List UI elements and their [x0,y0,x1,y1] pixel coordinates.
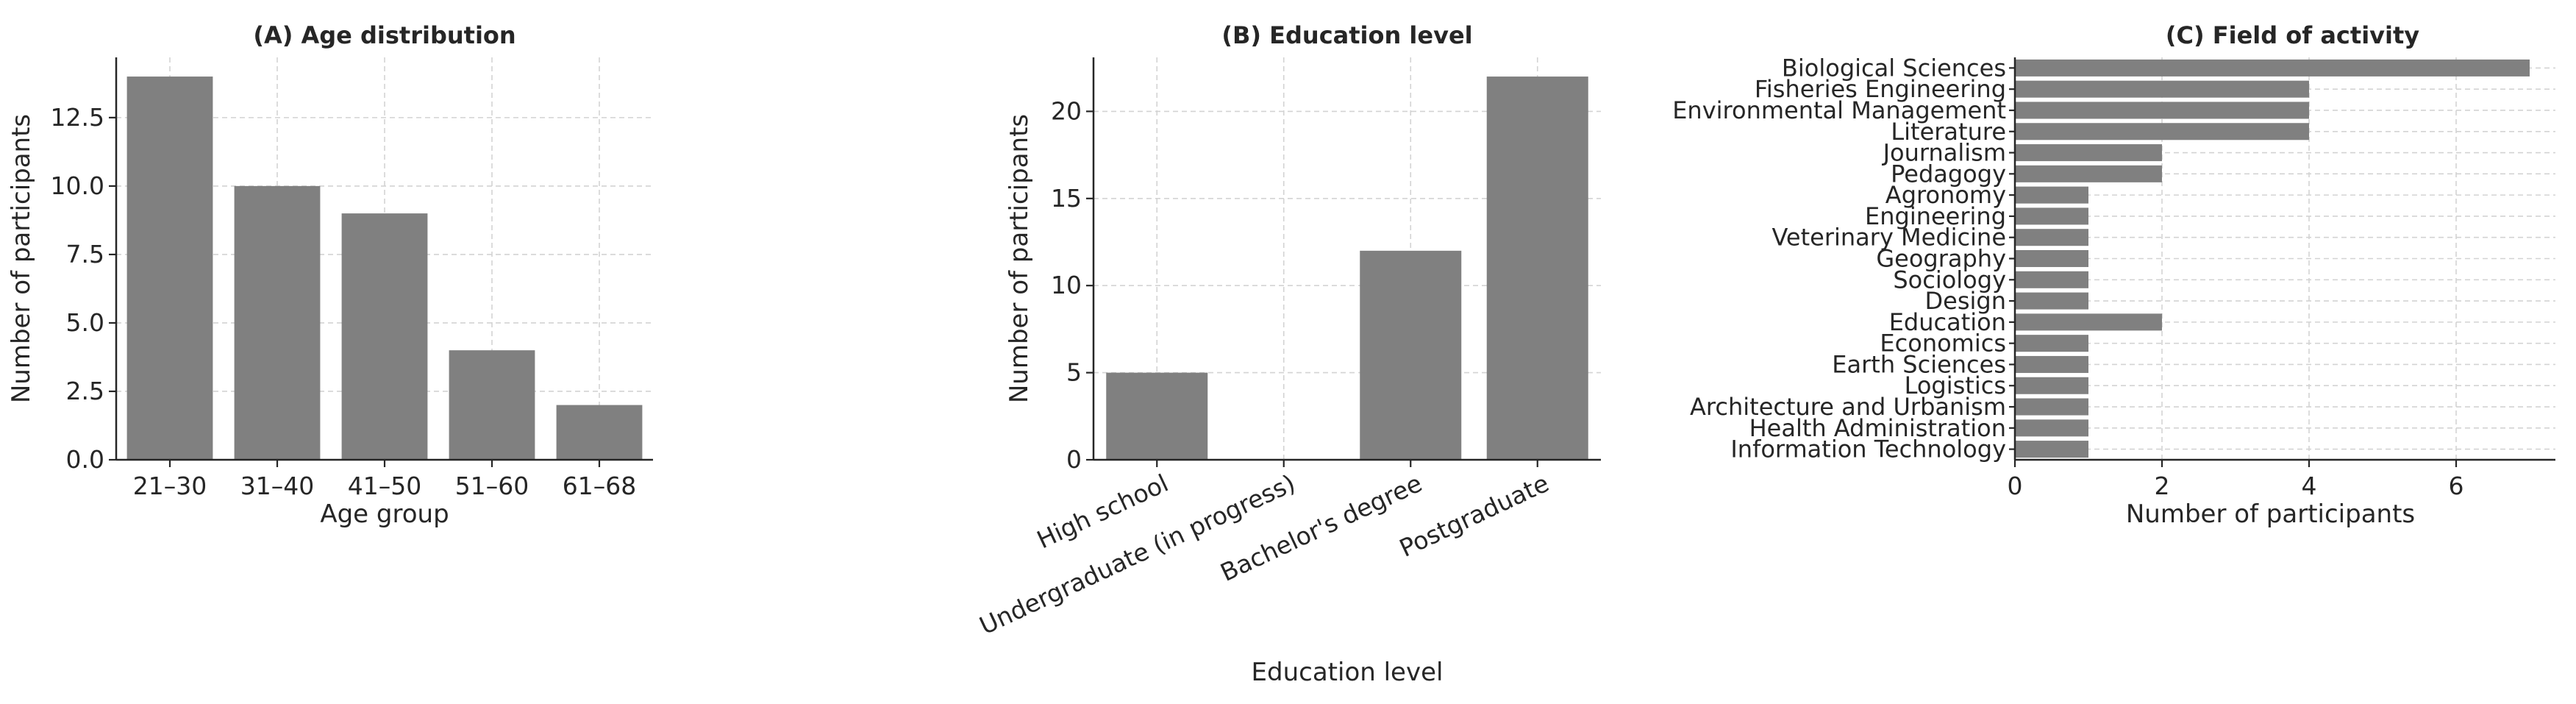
y-tick-label: Information Technology [1730,435,2006,463]
panel-0: 0.0 2.5 5.0 7.5 10.0 12.5 21–30 31–40 41–50 51–60… [7,21,653,529]
y-tick-label: 2.5 [66,377,104,405]
bar-Logistics [2015,377,2088,394]
bar-Engineering [2015,207,2088,225]
bar-Veterinary Medicine [2015,229,2088,246]
bar-Information Technology [2015,441,2088,458]
x-axis-label: Education level [1252,658,1444,687]
x-tick-label: 0 [2008,472,2023,500]
y-tick-label: Education [1889,308,2006,336]
x-tick-label: 61–68 [563,472,636,500]
y-tick-label: 12.5 [51,103,104,132]
y-tick-label: Veterinary Medicine [1772,224,2006,252]
y-tick-label: Engineering [1865,202,2006,230]
chart-title: (B) Education level [1221,21,1472,49]
y-tick-label: 0 [1066,445,1082,474]
x-tick-label: 6 [2449,472,2464,500]
y-tick-label: 15 [1051,184,1082,213]
y-tick-label: Literature [1891,118,2006,146]
bar-Economics [2015,335,2088,352]
y-tick-label: Fisheries Engineering [1755,75,2006,103]
bar-Pedagogy [2015,165,2162,182]
bar-Postgraduate [1486,77,1588,461]
x-tick-label: 2 [2155,472,2170,500]
y-tick-label: Sociology [1893,266,2006,294]
bar-Fisheries Engineering [2015,80,2309,98]
y-tick-label: Earth Sciences [1832,350,2006,378]
bar-21–30 [126,77,213,461]
bar-61–68 [556,405,643,460]
bar-Geography [2015,249,2088,268]
bar-41–50 [341,213,428,460]
bar-Health Administration [2015,419,2088,437]
y-tick-label: Logistics [1905,371,2006,399]
y-tick-label: 10.0 [51,171,104,200]
x-tick-label: 31–40 [240,472,314,500]
y-tick-label: Geography [1876,245,2006,273]
y-tick-label: 10 [1051,271,1082,299]
y-tick-label: Architecture and Urbanism [1690,393,2006,421]
bar-51–60 [449,350,535,460]
x-tick-label: 51–60 [455,472,529,500]
y-tick-label: 0.0 [66,445,104,474]
x-tick-label: 21–30 [133,472,207,500]
bar-Literature [2015,123,2309,141]
y-tick-label: 20 [1051,96,1082,125]
bar-31–40 [234,185,321,460]
bar-Education [2015,313,2162,331]
x-tick-label: 4 [2302,472,2317,500]
bar-Environmental Management [2015,102,2309,119]
bar-Biological Sciences [2015,59,2530,77]
bar-Earth Sciences [2015,355,2088,373]
y-tick-label: Design [1925,287,2006,315]
x-tick-label: Bachelor's degree [1216,469,1426,587]
x-tick-label: 41–50 [348,472,421,500]
y-tick-label: Pedagogy [1891,160,2006,188]
bar-Sociology [2015,271,2088,288]
bar-High school [1106,372,1208,460]
bar-Journalism [2015,144,2162,162]
y-axis-label: Number of participants [7,114,36,403]
y-tick-label: 5 [1066,358,1082,387]
bar-Bachelor's degree [1360,250,1462,460]
y-tick-label: Biological Sciences [1782,54,2006,82]
chart-title: (C) Field of activity [2166,21,2419,49]
x-axis-label: Number of participants [2126,499,2415,529]
bar-Agronomy [2015,186,2088,204]
y-tick-label: 7.5 [66,240,104,269]
y-tick-label: Economics [1880,330,2006,358]
x-axis-label: Age group [320,499,449,529]
y-tick-label: Agronomy [1885,181,2006,209]
bar-Architecture and Urbanism [2015,398,2088,416]
y-tick-label: Journalism [1882,139,2006,167]
y-tick-label: Health Administration [1749,414,2006,442]
y-axis-label: Number of participants [1005,114,1034,403]
y-tick-label: 5.0 [66,308,104,337]
y-tick-label: Environmental Management [1672,96,2006,124]
bar-Design [2015,292,2088,310]
chart-title: (A) Age distribution [253,21,515,49]
